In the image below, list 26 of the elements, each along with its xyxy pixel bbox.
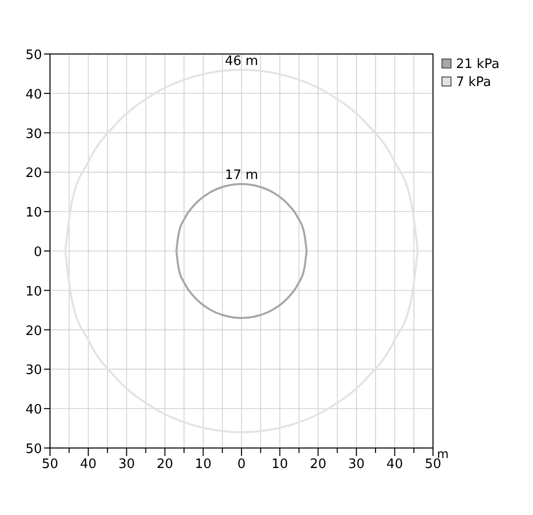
- x-tick-label: 10: [272, 457, 288, 472]
- x-tick-label: 30: [118, 457, 135, 472]
- annotation: 17 m: [224, 168, 258, 184]
- x-tick-label: 50: [42, 457, 58, 472]
- annotation: 46 m: [224, 54, 258, 69]
- y-tick-label: 40: [25, 87, 42, 102]
- y-tick-label: 0: [34, 245, 42, 260]
- x-tick-label: 20: [156, 457, 174, 472]
- x-tick-label: 0: [237, 457, 246, 472]
- legend-label: 21 kPa: [456, 57, 500, 72]
- y-tick-label: 20: [25, 166, 42, 182]
- x-tick-label: 40: [80, 457, 97, 472]
- y-tick-label: 10: [25, 284, 42, 300]
- y-tick-label: 30: [25, 363, 42, 378]
- y-tick-label: 20: [25, 324, 42, 339]
- y-tick-label: 30: [25, 126, 42, 142]
- x-tick-label: 20: [310, 457, 326, 472]
- y-tick-label: 40: [25, 402, 42, 418]
- y-tick-label: 50: [25, 442, 42, 457]
- x-tick-label: 10: [194, 457, 212, 472]
- legend-label: 7 kPa: [456, 75, 492, 90]
- x-tick-label: 50: [424, 457, 442, 472]
- y-tick-label: 10: [25, 206, 42, 221]
- x-tick-label: 30: [348, 457, 365, 472]
- x-tick-label: 40: [386, 457, 403, 472]
- y-tick-label: 50: [25, 48, 42, 63]
